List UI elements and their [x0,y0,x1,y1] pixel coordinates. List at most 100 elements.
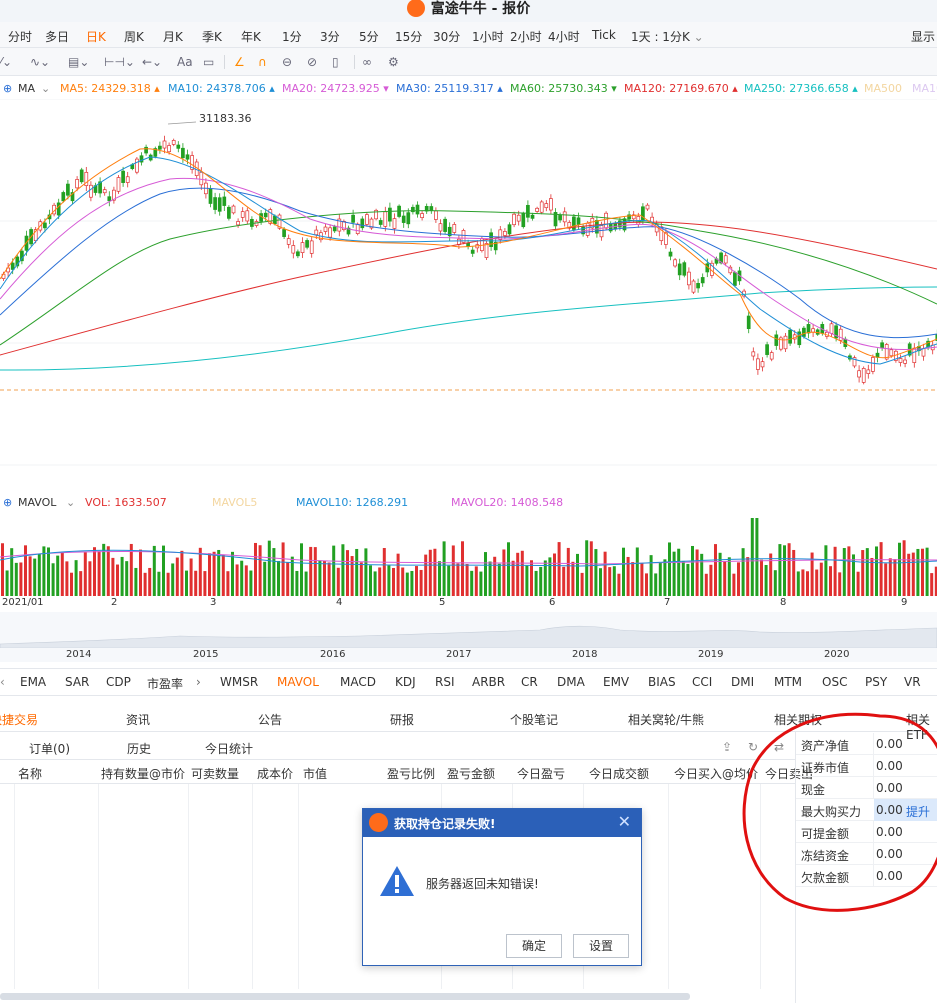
col-cost[interactable]: 成本价 [257,767,294,781]
indicator-tab-bias[interactable]: BIAS [648,675,676,689]
mavol-label[interactable]: MAVOL [18,496,57,509]
chevron-down-icon[interactable]: ⌄ [41,82,51,95]
chevron-left-icon[interactable]: ‹ [0,675,5,689]
indicator-tab-kdj[interactable]: KDJ [395,675,416,689]
volume-chart[interactable] [0,512,937,596]
ma120-value: MA120: 27169.670 ▴ [624,82,738,95]
volume-bar [10,548,14,596]
period-tab-yearly-k[interactable]: 年K [241,30,261,44]
indicator-tab-osc[interactable]: OSC [822,675,848,689]
indicator-tab-dma[interactable]: DMA [557,675,585,689]
wave-tool-icon[interactable]: ∿⌄ [30,55,51,69]
subtab-history[interactable]: 历史 [127,742,152,756]
indicator-tab-dmi[interactable]: DMI [731,675,755,689]
increase-buying-power-link[interactable]: 提升 [906,805,931,819]
chevron-right-icon[interactable]: › [196,675,201,689]
tab-news[interactable]: 资讯 [126,713,151,727]
indicator-tab-cr[interactable]: CR [521,675,538,689]
horizontal-scrollbar[interactable] [0,993,690,1000]
indicator-tab-psy[interactable]: PSY [865,675,888,689]
indicator-tab-mavol[interactable]: MAVOL [277,675,319,689]
year-tick: 2018 [572,649,598,660]
col-today-buy[interactable]: 今日买入@均价 [674,767,759,781]
link-tool-icon[interactable]: ∞ [362,55,372,69]
comment-tool-icon[interactable]: ▭ [203,55,215,69]
indicator-tab-emv[interactable]: EMV [603,675,630,689]
eye-tool-icon[interactable]: ⊖ [282,55,293,69]
hide-tool-icon[interactable]: ⊘ [307,55,318,69]
indicator-tab-sar[interactable]: SAR [65,675,90,689]
indicator-tab-cdp[interactable]: CDP [106,675,131,689]
volume-bar [65,561,69,596]
indicator-tab-macd[interactable]: MACD [340,675,376,689]
ma-expand-icon[interactable]: ⊕ [3,82,13,95]
indicator-tab-cci[interactable]: CCI [692,675,713,689]
indicator-tab-pe[interactable]: 市盈率 [147,677,184,691]
settings-button[interactable]: 设置 [573,934,629,958]
pencil-tool-icon[interactable]: ∠ [234,55,245,69]
account-row-withdrawable: 可提金额 0.00 [796,821,937,843]
period-tab-weekly-k[interactable]: 周K [124,30,144,44]
period-tab-5min[interactable]: 5分 [359,30,379,44]
col-pl-ratio[interactable]: 盈亏比例 [387,767,436,781]
swap-icon[interactable]: ⇄ [774,740,785,754]
col-market-value[interactable]: 市值 [303,767,328,781]
fib-tool-icon[interactable]: ▤⌄ [68,55,90,69]
period-tab-daily-k[interactable]: 日K [86,30,106,44]
ok-button[interactable]: 确定 [506,934,562,958]
period-tab-4hour[interactable]: 4小时 [548,30,580,44]
col-sellable[interactable]: 可卖数量 [191,767,240,781]
share-icon[interactable]: ⇪ [722,740,733,754]
period-tab-1hour[interactable]: 1小时 [472,30,504,44]
col-today-pl[interactable]: 今日盈亏 [517,767,566,781]
line-tool-icon[interactable]: ⁄⌄ [0,55,13,69]
col-pl-amount[interactable]: 盈亏金额 [447,767,496,781]
range-navigator[interactable]: 2014 2015 2016 2017 2018 2019 2020 [0,612,937,662]
tab-quick-trade[interactable]: 快捷交易 [0,713,39,727]
period-tab-2hour[interactable]: 2小时 [510,30,542,44]
trash-icon[interactable]: ▯ [332,55,339,69]
close-icon[interactable]: ✕ [617,812,631,831]
text-tool-icon[interactable]: Aa [177,55,193,69]
indicator-tab-mtm[interactable]: MTM [774,675,803,689]
tab-warrants[interactable]: 相关窝轮/牛熊 [628,713,705,727]
indicator-tab-vr[interactable]: VR [904,675,921,689]
col-quantity[interactable]: 持有数量@市价 [101,767,186,781]
volume-bar [925,547,929,596]
indicator-tab-wmsr[interactable]: WMSR [220,675,259,689]
subtab-orders[interactable]: 订单(0) [29,742,70,756]
col-today-turnover[interactable]: 今日成交额 [589,767,650,781]
chevron-down-icon[interactable]: ⌄ [66,496,76,509]
tab-research[interactable]: 研报 [390,713,415,727]
period-dropdown[interactable]: 1天 : 1分K ⌄ [631,28,704,45]
period-tab-3min[interactable]: 3分 [320,30,340,44]
refresh-icon[interactable]: ↻ [748,740,759,754]
candle-body [429,206,434,212]
ma-label[interactable]: MA [18,82,36,95]
arrow-tool-icon[interactable]: ←⌄ [142,55,163,69]
tab-announcements[interactable]: 公告 [258,713,283,727]
tab-options[interactable]: 相关期权 [774,713,823,727]
subtab-today-stats[interactable]: 今日统计 [205,742,254,756]
indicator-tab-rsi[interactable]: RSI [435,675,455,689]
period-tab-1min[interactable]: 1分 [282,30,302,44]
col-name[interactable]: 名称 [18,767,43,781]
gear-icon[interactable]: ⚙ [388,55,399,69]
measure-tool-icon[interactable]: ⊢⊣⌄ [104,55,135,69]
period-tab-intraday[interactable]: 分时 [8,30,33,44]
indicator-tab-ema[interactable]: EMA [20,675,47,689]
period-tab-30min[interactable]: 30分 [433,30,461,44]
magnet-tool-icon[interactable]: ∩ [258,55,267,69]
period-tab-15min[interactable]: 15分 [395,30,423,44]
tab-stock-notes[interactable]: 个股笔记 [510,713,559,727]
candlestick-chart[interactable]: 31183.36 [0,99,937,489]
period-tab-quarterly-k[interactable]: 季K [202,30,222,44]
period-tab-multiday[interactable]: 多日 [45,30,70,44]
volume-bar [930,573,934,596]
period-tab-monthly-k[interactable]: 月K [163,30,183,44]
indicator-tab-arbr[interactable]: ARBR [472,675,506,689]
period-tab-tick[interactable]: Tick [592,28,616,42]
display-menu[interactable]: 显示 [911,30,936,44]
volume-bar [658,562,662,596]
vol-expand-icon[interactable]: ⊕ [3,496,13,509]
